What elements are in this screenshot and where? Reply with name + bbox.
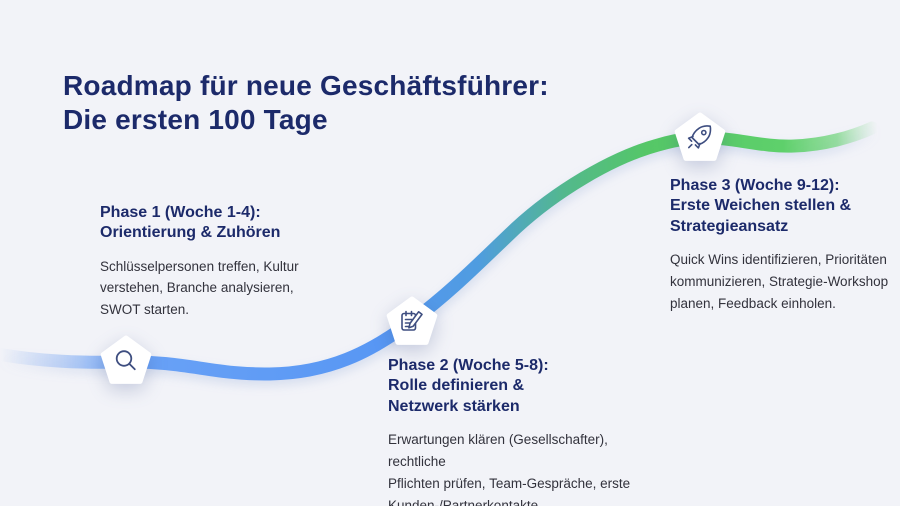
phase-1-description: Schlüsselpersonen treffen, Kultur verste… xyxy=(100,258,299,318)
phase-3-block: Phase 3 (Woche 9-12): Erste Weichen stel… xyxy=(670,176,900,315)
timeline-path xyxy=(0,121,879,381)
phase-2-block: Phase 2 (Woche 5-8): Rolle definieren & … xyxy=(388,356,668,506)
rocket-icon xyxy=(687,125,712,149)
pentagon-badge xyxy=(674,112,726,161)
notepad-pencil-icon xyxy=(401,310,423,331)
pentagon-badge xyxy=(100,335,152,384)
phase-2-description: Erwartungen klären (Gesellschafter), rec… xyxy=(388,431,631,506)
phase-1-block: Phase 1 (Woche 1-4): Orientierung & Zuhö… xyxy=(100,203,350,321)
milestone-marker-2 xyxy=(384,294,440,350)
milestone-marker-3 xyxy=(672,110,728,166)
phase-1-heading: Phase 1 (Woche 1-4): Orientierung & Zuhö… xyxy=(100,204,281,242)
search-icon xyxy=(115,350,136,371)
phase-3-heading: Phase 3 (Woche 9-12): Erste Weichen stel… xyxy=(670,177,852,235)
phase-3-description: Quick Wins identifizieren, Prioritäten k… xyxy=(670,251,889,311)
milestone-marker-1 xyxy=(98,333,154,389)
phase-2-heading: Phase 2 (Woche 5-8): Rolle definieren & … xyxy=(388,357,549,415)
page-title: Roadmap für neue Geschäftsführer: Die er… xyxy=(63,69,549,136)
